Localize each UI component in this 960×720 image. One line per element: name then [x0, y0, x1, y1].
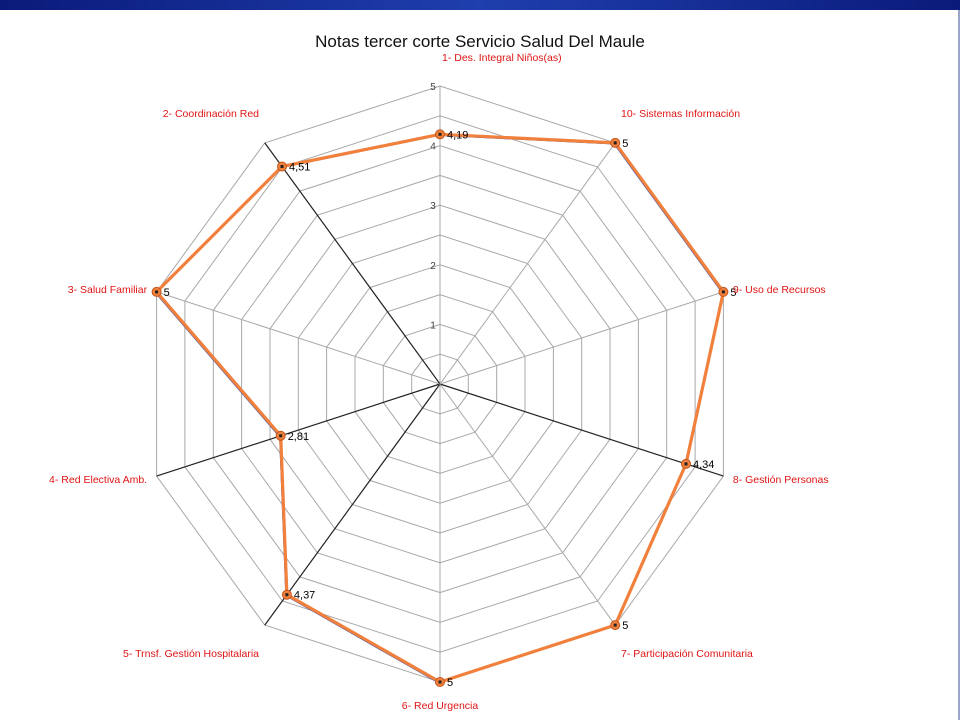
tick-label: 2: [430, 261, 436, 272]
spoke-axis: [156, 383, 441, 477]
category-label: 4- Red Electiva Amb.: [49, 474, 147, 486]
tick-label: 4: [430, 142, 436, 153]
spoke-axis: [264, 383, 441, 626]
category-label: 10- Sistemas Información: [621, 108, 740, 120]
spoke-axis: [439, 383, 724, 477]
spoke-axis: [439, 291, 724, 385]
right-edge-border: [958, 10, 960, 720]
spoke-axis: [439, 383, 616, 626]
category-label: 5- Trnsf. Gestión Hospitalaria: [123, 648, 259, 660]
category-label: 9- Uso de Recursos: [733, 284, 826, 296]
data-label: 4,37: [294, 590, 315, 602]
data-label: 5: [730, 287, 736, 299]
spoke-axis: [439, 142, 616, 385]
category-label: 7- Participación Comunitaria: [621, 648, 753, 660]
top-decorative-band: [0, 0, 960, 10]
radar-series: 4,19 4,51 5 2,81 4,37 5 5 4,34 5 5: [151, 129, 737, 689]
data-point-core: [279, 434, 283, 438]
tick-label: 3: [430, 201, 436, 212]
data-point-core: [155, 290, 159, 294]
data-label: 2,81: [288, 431, 309, 443]
data-point-core: [280, 165, 284, 168]
radar-spokes: [156, 86, 724, 682]
spoke-axis: [264, 142, 441, 385]
category-label: 6- Red Urgencia: [402, 700, 479, 712]
category-label: 2- Coordinación Red: [163, 108, 259, 120]
data-point-core: [613, 623, 617, 627]
chart-title: Notas tercer corte Servicio Salud Del Ma…: [315, 32, 645, 51]
data-point-core: [684, 462, 688, 466]
data-point-core: [285, 593, 289, 597]
tick-label: 1: [430, 320, 436, 331]
data-point-core: [721, 290, 725, 294]
category-label: 3- Salud Familiar: [68, 284, 148, 296]
radar-category-labels: 1- Des. Integral Niños(as) 2- Coordinació…: [49, 52, 829, 712]
data-label: 5: [622, 138, 628, 150]
spoke-axis: [156, 291, 441, 385]
tick-label: 5: [430, 82, 436, 93]
data-label: 5: [447, 677, 453, 689]
category-label: 8- Gestión Personas: [733, 474, 829, 486]
data-label: 4,34: [693, 459, 714, 471]
radar-tick-labels: 1 2 3 4 5: [430, 82, 436, 331]
category-label: 1- Des. Integral Niños(as): [442, 52, 562, 64]
data-point-core: [438, 132, 442, 136]
series-shadow-line: [154, 134, 724, 684]
data-label: 5: [622, 620, 628, 632]
data-point-core: [438, 680, 442, 684]
data-label: 4,19: [447, 129, 468, 141]
data-label: 5: [164, 287, 170, 299]
data-label: 4,51: [289, 162, 310, 174]
data-point-core: [613, 141, 617, 145]
